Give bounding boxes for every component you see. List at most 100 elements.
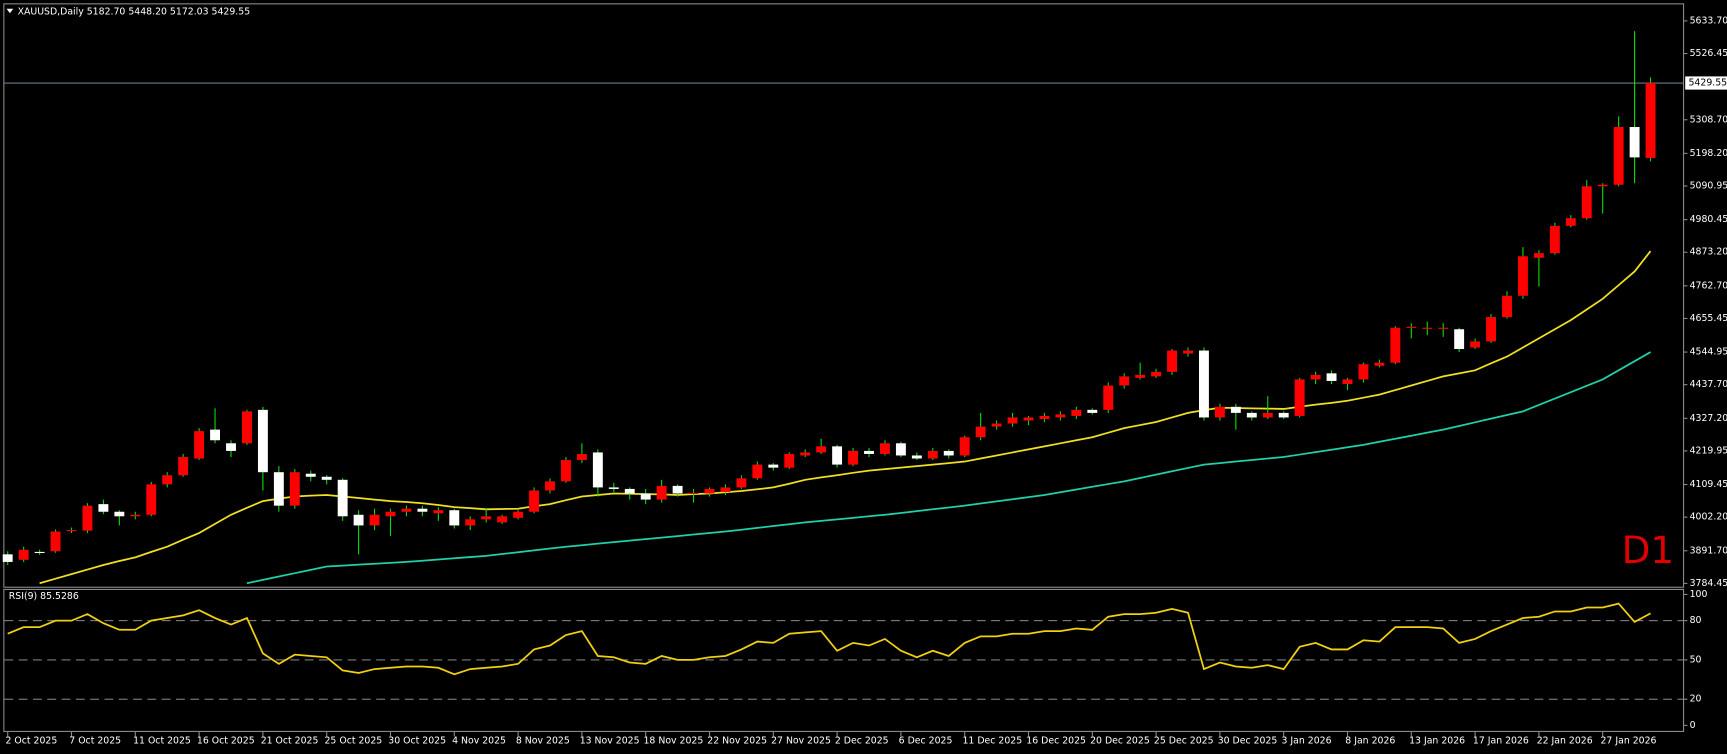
- y-tick-label: 4327.20: [1690, 413, 1727, 424]
- candle-body: [1119, 376, 1130, 386]
- candle-body: [927, 450, 938, 459]
- candle-body: [1262, 412, 1273, 418]
- x-tick-label: 11 Dec 2025: [963, 735, 1023, 746]
- candle-body: [98, 504, 109, 512]
- x-tick-label: 22 Jan 2026: [1537, 735, 1593, 746]
- candle-body: [1518, 256, 1528, 296]
- candle-body: [449, 510, 460, 526]
- candle-body: [194, 431, 205, 459]
- candle-body: [369, 514, 380, 526]
- candle-body: [576, 453, 587, 461]
- y-tick-label: 3891.70: [1690, 545, 1727, 556]
- price-panel-frame: [3, 3, 1685, 588]
- price-label-box: [1685, 76, 1727, 90]
- candle-body: [816, 446, 827, 453]
- candle-body: [162, 475, 173, 485]
- chart-title: XAUUSD,Daily 5182.70 5448.20 5172.03 542…: [18, 7, 251, 18]
- candle-body: [1167, 350, 1177, 372]
- candle-body: [385, 511, 396, 517]
- candle-body: [1151, 371, 1162, 377]
- candle-body: [592, 452, 603, 488]
- candle-body: [353, 514, 364, 526]
- x-tick-label: 16 Dec 2025: [1026, 735, 1086, 746]
- x-tick-label: 20 Dec 2025: [1090, 735, 1150, 746]
- candle-body: [1103, 385, 1114, 410]
- candle-body: [895, 443, 906, 456]
- candle-body: [1246, 412, 1257, 418]
- x-tick-label: 22 Nov 2025: [707, 735, 767, 746]
- y-tick-label: 4980.45: [1690, 214, 1727, 225]
- candle-body: [66, 529, 77, 532]
- candle-body: [433, 510, 444, 514]
- candle-body: [911, 455, 922, 459]
- x-tick-label: 11 Oct 2025: [133, 735, 191, 746]
- candle-body: [1533, 253, 1544, 258]
- candle-body: [1613, 126, 1624, 185]
- price-line-label: 5429.55: [1689, 78, 1727, 89]
- candle-body: [1326, 373, 1337, 381]
- candle-body: [864, 450, 874, 454]
- candle-body: [337, 479, 348, 517]
- candle-body: [1629, 126, 1640, 158]
- candle-body: [640, 493, 651, 500]
- candle-body: [1549, 225, 1560, 254]
- candle-body: [130, 514, 141, 517]
- candle-body: [1422, 327, 1433, 329]
- candle-body: [975, 426, 986, 438]
- x-tick-label: 25 Oct 2025: [325, 735, 383, 746]
- x-tick-label: 30 Dec 2025: [1218, 735, 1278, 746]
- candle-body: [1007, 417, 1018, 424]
- candle-body: [34, 551, 45, 553]
- candle-body: [1214, 406, 1225, 418]
- candle-body: [991, 423, 1002, 427]
- x-tick-label: 27 Nov 2025: [771, 735, 831, 746]
- y-tick-label: 5633.70: [1690, 15, 1727, 26]
- candle-body: [672, 485, 683, 494]
- candle-body: [1278, 412, 1289, 418]
- candle-body: [1565, 218, 1576, 226]
- candle-body: [656, 485, 667, 500]
- candle-body: [1486, 317, 1496, 342]
- x-tick-label: 8 Nov 2025: [516, 735, 570, 746]
- x-tick-label: 3 Jan 2026: [1282, 735, 1332, 746]
- candle-body: [305, 473, 316, 477]
- candle-body: [2, 554, 13, 562]
- x-tick-label: 30 Oct 2025: [388, 735, 446, 746]
- candle-body: [608, 487, 619, 489]
- candle-body: [1199, 350, 1209, 418]
- candle-body: [1039, 415, 1050, 419]
- candle-body: [257, 409, 268, 473]
- candle-body: [481, 516, 492, 520]
- candle-body: [1071, 409, 1082, 416]
- y-tick-label: 100: [1690, 589, 1708, 600]
- candle-body: [1390, 327, 1401, 363]
- candle-body: [736, 478, 747, 488]
- y-tick-label: 0: [1690, 720, 1696, 731]
- x-tick-label: 21 Oct 2025: [261, 735, 319, 746]
- y-tick-label: 4219.95: [1690, 445, 1727, 456]
- candle-body: [50, 531, 61, 552]
- line-series: [7, 602, 1651, 676]
- candle-body: [1230, 406, 1241, 413]
- y-tick-label: 4873.20: [1690, 247, 1727, 258]
- candle-body: [1310, 374, 1321, 380]
- y-tick-label: 4544.95: [1690, 347, 1727, 358]
- candle-body: [226, 443, 236, 451]
- candle-body: [561, 460, 571, 482]
- candle-body: [1342, 379, 1353, 384]
- candle-body: [1597, 184, 1608, 187]
- candle-body: [1502, 295, 1512, 318]
- candle-body: [1454, 329, 1465, 350]
- candle-body: [545, 481, 555, 491]
- candle-body: [465, 519, 476, 526]
- y-tick-label: 4655.45: [1690, 313, 1727, 324]
- candle-body: [1406, 326, 1417, 328]
- x-tick-label: 13 Jan 2026: [1409, 735, 1465, 746]
- x-tick-label: 2 Oct 2025: [6, 735, 58, 746]
- candle-body: [1645, 83, 1656, 159]
- candle-body: [800, 452, 811, 456]
- watermark: D1: [1622, 528, 1675, 572]
- candle-body: [880, 443, 890, 454]
